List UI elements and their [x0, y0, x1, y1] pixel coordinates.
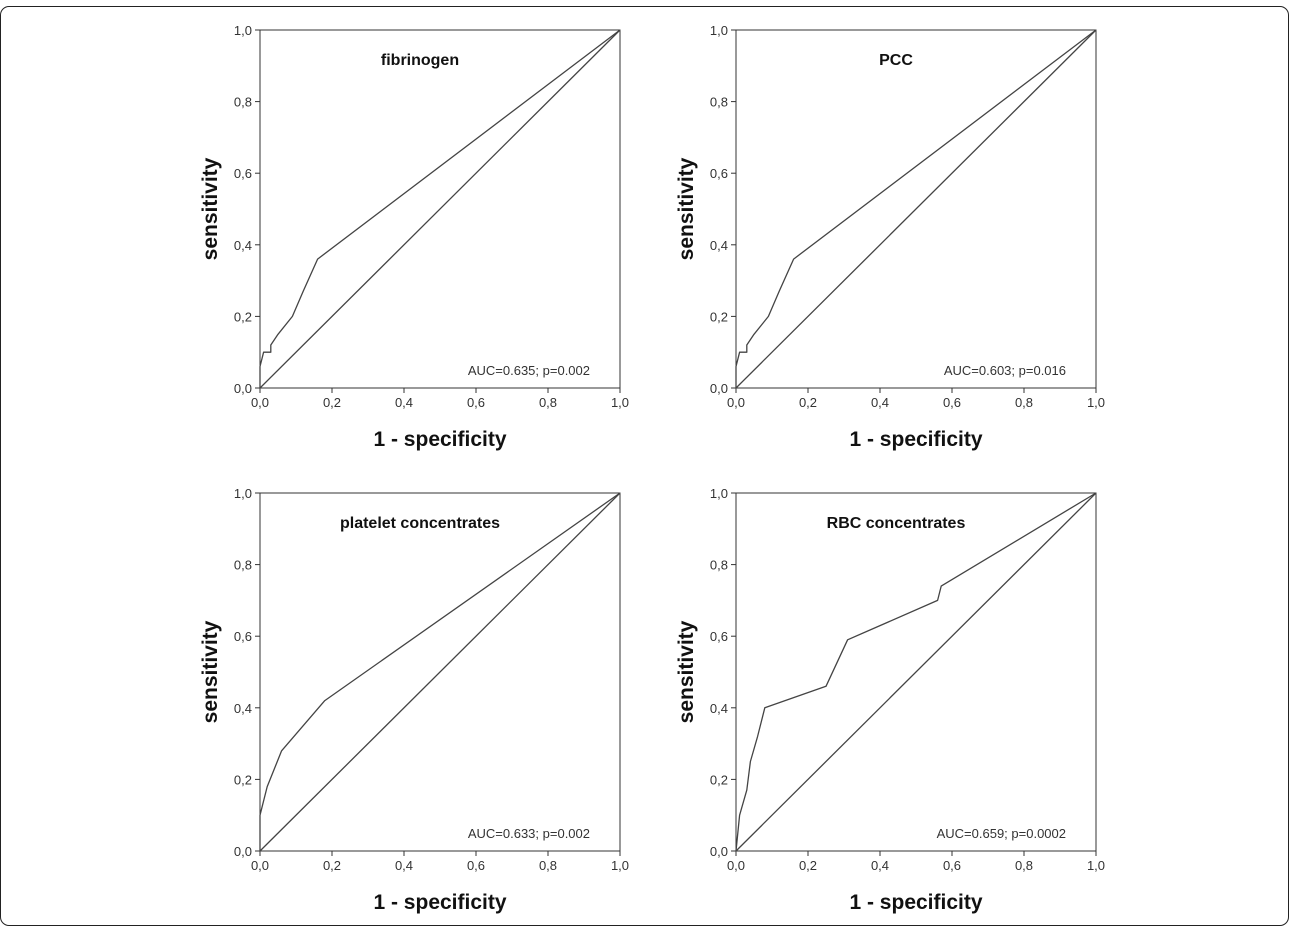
x-axis-label: 1 - specificity [373, 428, 506, 451]
plot-area [735, 492, 1097, 852]
y-tick-label: 1,0 [710, 486, 728, 501]
x-tick-label: 0,6 [943, 395, 961, 410]
x-axis-label: 1 - specificity [373, 891, 506, 914]
x-tick-label: 0,6 [943, 858, 961, 873]
x-tick-label: 0,2 [799, 858, 817, 873]
x-tick-label: 0,0 [727, 858, 745, 873]
y-axis-label: sensitivity [675, 620, 698, 723]
x-tick-label: 1,0 [1087, 395, 1105, 410]
y-tick-label: 0,6 [710, 629, 728, 644]
y-tick-label: 0,0 [234, 844, 252, 859]
plot-area [259, 29, 621, 389]
roc-chart-platelet-concentrates: 0,0 0,2 0,4 0,6 0,8 1,0 0,0 0,2 0,4 0,6 0,8 1,0 plat… [199, 486, 629, 914]
chart-title: RBC concentrates [827, 515, 966, 532]
x-tick-label: 1,0 [611, 395, 629, 410]
x-tick-label: 0,4 [395, 395, 413, 410]
y-tick-label: 0,0 [710, 844, 728, 859]
y-axis-label: sensitivity [199, 157, 222, 260]
y-tick-label: 0,8 [234, 95, 252, 110]
x-tick-label: 0,2 [323, 395, 341, 410]
x-tick-label: 0,0 [727, 395, 745, 410]
roc-curve [259, 29, 621, 388]
y-tick-label: 0,0 [234, 381, 252, 396]
y-tick-label: 0,4 [234, 238, 252, 253]
x-axis-label: 1 - specificity [849, 891, 982, 914]
x-axis-label: 1 - specificity [849, 428, 982, 451]
reference-diagonal [259, 492, 621, 852]
y-tick-label: 0,4 [234, 701, 252, 716]
x-tick-label: 0,8 [539, 858, 557, 873]
x-tick-label: 1,0 [611, 858, 629, 873]
y-tick-label: 0,4 [710, 238, 728, 253]
y-axis-label: sensitivity [199, 620, 222, 723]
y-axis-label: sensitivity [675, 157, 698, 260]
reference-diagonal [259, 29, 621, 389]
x-tick-label: 0,4 [395, 858, 413, 873]
plot-area [259, 492, 621, 852]
chart-title: PCC [879, 52, 913, 69]
roc-curve [259, 492, 621, 851]
y-tick-label: 0,2 [234, 309, 252, 324]
chart-title: fibrinogen [381, 52, 459, 69]
chart-title: platelet concentrates [340, 515, 500, 532]
y-tick-label: 0,8 [234, 558, 252, 573]
y-tick-label: 0,2 [710, 772, 728, 787]
reference-diagonal [735, 29, 1097, 389]
auc-annotation: AUC=0.633; p=0.002 [468, 826, 590, 841]
y-tick-label: 0,8 [710, 558, 728, 573]
y-tick-label: 0,2 [710, 309, 728, 324]
y-tick-label: 1,0 [234, 23, 252, 38]
y-tick-label: 0,0 [710, 381, 728, 396]
x-tick-label: 0,6 [467, 858, 485, 873]
x-tick-label: 0,8 [1015, 858, 1033, 873]
x-tick-label: 0,4 [871, 858, 889, 873]
roc-chart-pcc: 0,0 0,2 0,4 0,6 0,8 1,0 0,0 0,2 0,4 0,6 0,8 1,0 PCC A… [675, 23, 1105, 451]
plot-area [735, 29, 1097, 389]
y-tick-label: 0,6 [234, 166, 252, 181]
roc-chart-fibrinogen: 0,0 0,2 0,4 0,6 0,8 1,0 0,0 0,2 0,4 0,6 0,8 1,0 fibr… [199, 23, 629, 451]
roc-chart-rbc-concentrates: 0,0 0,2 0,4 0,6 0,8 1,0 0,0 0,2 0,4 0,6 0,8 1,0 RBC … [675, 486, 1105, 914]
y-tick-label: 0,8 [710, 95, 728, 110]
y-tick-label: 0,6 [710, 166, 728, 181]
auc-annotation: AUC=0.635; p=0.002 [468, 363, 590, 378]
x-tick-label: 0,0 [251, 395, 269, 410]
x-tick-label: 0,4 [871, 395, 889, 410]
y-tick-label: 0,6 [234, 629, 252, 644]
y-tick-label: 0,4 [710, 701, 728, 716]
y-tick-label: 0,2 [234, 772, 252, 787]
x-tick-label: 0,0 [251, 858, 269, 873]
y-tick-label: 1,0 [234, 486, 252, 501]
roc-curve [735, 29, 1097, 388]
auc-annotation: AUC=0.659; p=0.0002 [937, 826, 1066, 841]
x-tick-label: 0,2 [799, 395, 817, 410]
x-tick-label: 0,8 [539, 395, 557, 410]
auc-annotation: AUC=0.603; p=0.016 [944, 363, 1066, 378]
x-tick-label: 0,6 [467, 395, 485, 410]
y-tick-label: 1,0 [710, 23, 728, 38]
x-tick-label: 0,2 [323, 858, 341, 873]
x-tick-label: 1,0 [1087, 858, 1105, 873]
reference-diagonal [735, 492, 1097, 852]
x-tick-label: 0,8 [1015, 395, 1033, 410]
roc-curve [735, 492, 1097, 852]
